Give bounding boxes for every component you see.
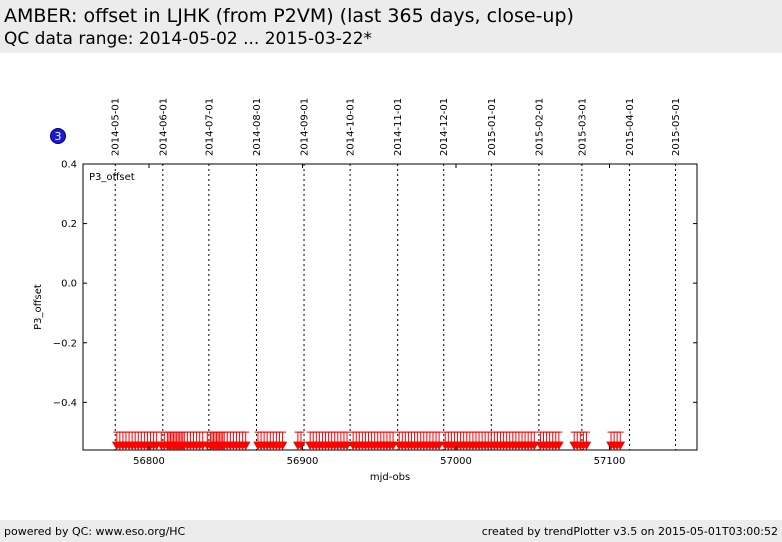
y-tick-label-2: 0.0 [61,279,77,290]
data-point-0-89 [388,431,398,451]
data-point-0-51 [240,431,251,451]
panel-label: P3_offset [89,172,135,183]
data-point-0-103 [434,431,444,451]
y-tick-label-1: 0.2 [61,219,77,230]
x-tick-label-3: 57100 [594,456,626,467]
y-tick-label-3: −0.2 [53,338,77,349]
x-tick-label-1: 56900 [287,456,319,467]
x-tick-label-2: 57000 [440,456,472,467]
data-point-0-62 [296,431,306,451]
date-marker-label-2: 2014-07-01 [204,98,215,156]
x-axis-label: mjd-obs [370,472,410,483]
y-tick-label-0: 0.4 [61,160,77,171]
footer-bar: powered by QC: www.eso.org/HC created by… [0,520,782,542]
date-marker-label-4: 2014-09-01 [300,98,311,156]
plot-frame [82,163,698,451]
y-tick-label-4: −0.4 [53,398,77,409]
date-marker-label-11: 2015-04-01 [625,98,636,156]
date-marker-label-10: 2015-03-01 [577,98,588,156]
date-marker-label-6: 2014-11-01 [393,98,404,156]
date-marker-label-7: 2014-12-01 [439,98,450,156]
date-marker-label-1: 2014-06-01 [158,98,169,156]
page-title: AMBER: offset in LJHK (from P2VM) (last … [4,5,574,27]
date-marker-lines [114,164,677,450]
date-marker-label-3: 2014-08-01 [252,98,263,156]
x-tick-label-0: 56800 [133,456,165,467]
data-points [111,431,626,451]
footer-credit: powered by QC: www.eso.org/HC [4,525,186,538]
footer-timestamp: created by trendPlotter v3.5 on 2015-05-… [481,525,778,538]
date-marker-label-8: 2015-01-01 [487,98,498,156]
data-point-0-60 [277,431,288,451]
data-point-0-149 [615,431,626,451]
header-bar: AMBER: offset in LJHK (from P2VM) (last … [0,0,782,53]
date-marker-label-12: 2015-05-01 [671,98,682,156]
axes: 56800 56900 57000 57100 0.4 0.2 0.0 −0.2 −0.4 [53,160,697,467]
date-marker-labels: 2014-05-01 2014-06-01 2014-07-01 2014-08-01… [111,98,682,156]
y-axis-label: P3_offset [33,284,44,330]
data-point-0-140 [553,431,564,451]
data-point-0-75 [342,431,352,451]
data-point-0-145 [581,431,592,451]
date-marker-label-5: 2014-10-01 [346,98,357,156]
page-subtitle: QC data range: 2014-05-02 ... 2015-03-22… [4,29,373,49]
data-point-0-133 [529,431,540,451]
date-marker-label-0: 2014-05-01 [111,98,122,156]
date-marker-label-9: 2015-02-01 [534,98,545,156]
panel-number-badge: 3 [50,128,66,144]
